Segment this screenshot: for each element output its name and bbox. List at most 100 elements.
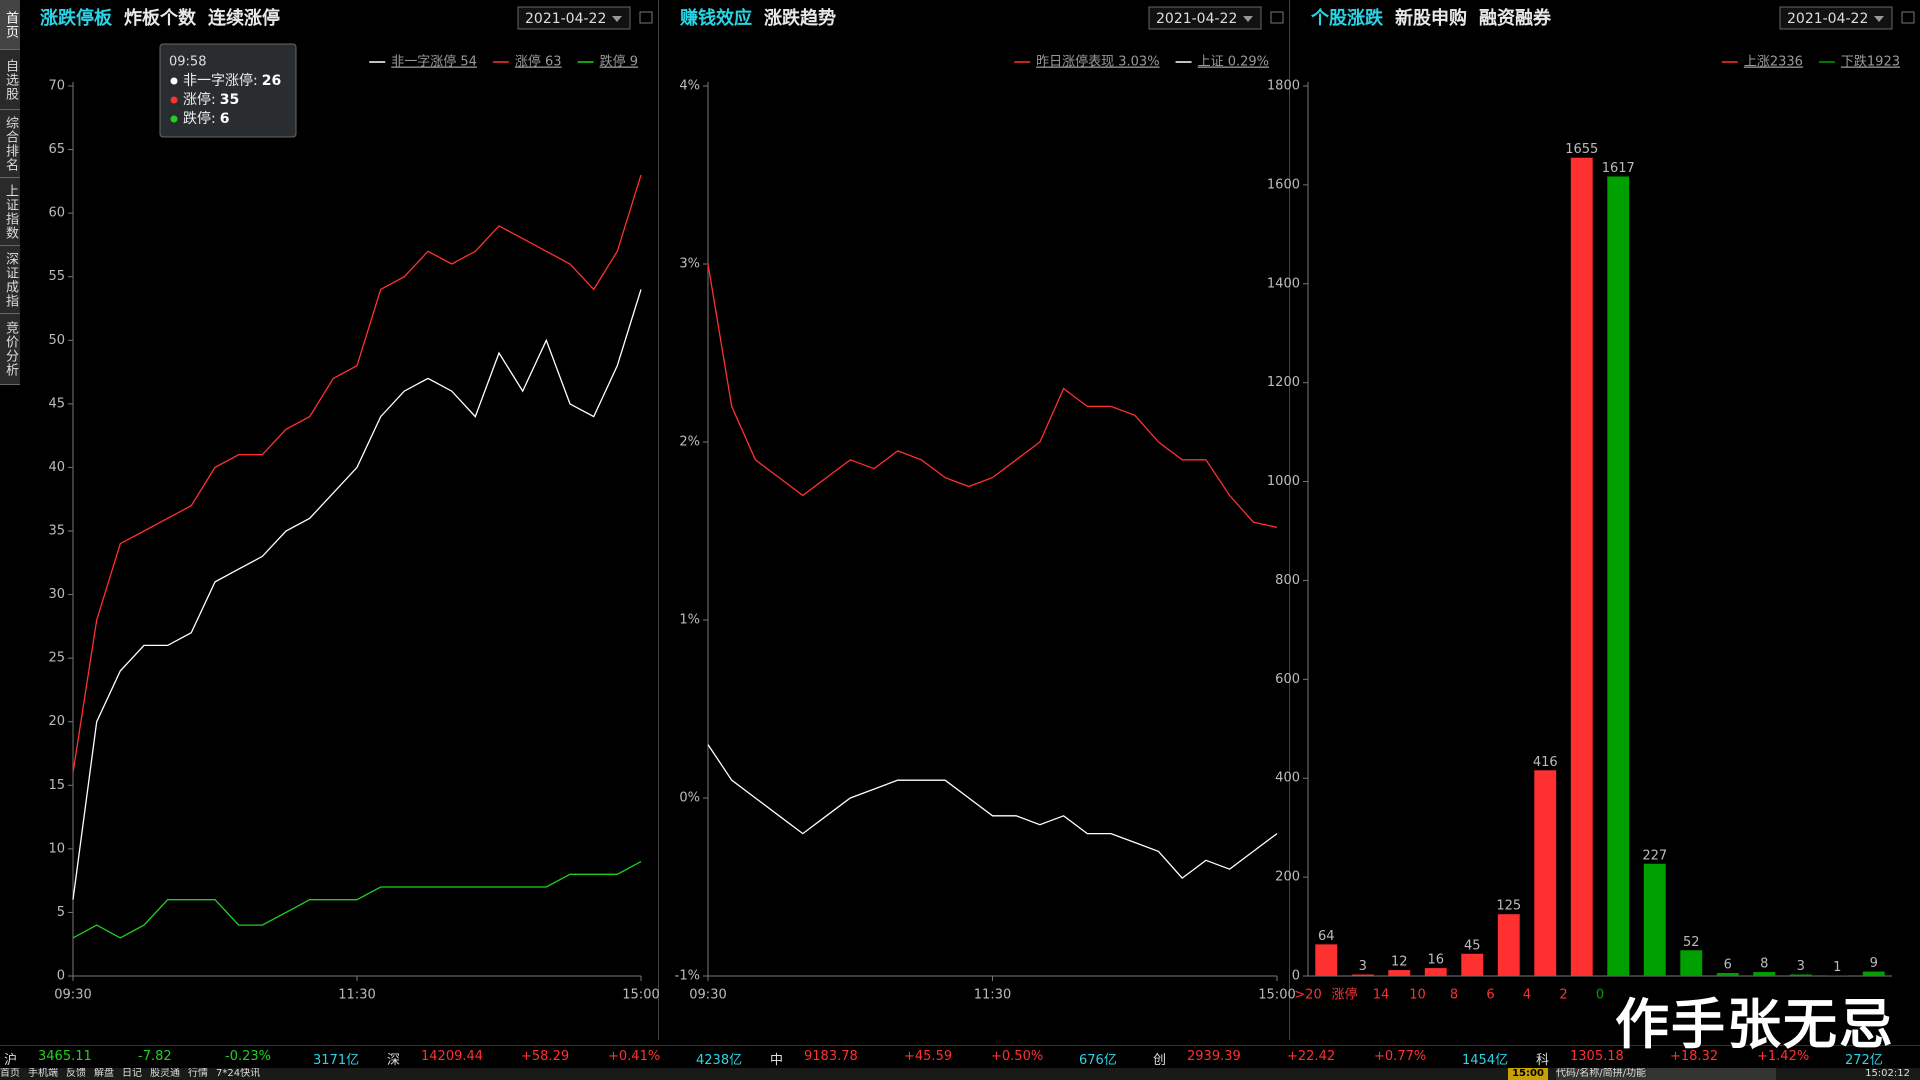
y-tick-label: 5 <box>57 905 65 920</box>
bar-value-label: 9 <box>1870 956 1878 971</box>
ticker-name: 创 <box>1153 1053 1167 1068</box>
y-tick-label: 50 <box>48 333 65 348</box>
bar <box>1753 972 1776 976</box>
panel-tab[interactable]: 赚钱效应 <box>679 7 752 29</box>
panel-tab[interactable]: 新股申购 <box>1395 7 1467 29</box>
y-tick-label: 10 <box>48 841 65 856</box>
y-tick-label: 45 <box>48 396 65 411</box>
tooltip-label: 涨停: <box>183 91 216 108</box>
y-tick-label: 1400 <box>1267 276 1300 291</box>
status-item[interactable]: 首页 <box>0 1068 20 1079</box>
bar <box>1607 176 1630 976</box>
tooltip-box <box>159 43 297 138</box>
x-tick-label: 8 <box>1450 988 1458 1003</box>
series-line <box>72 289 642 900</box>
ticker-amount: 1454亿 <box>1462 1053 1509 1068</box>
y-tick-label: 20 <box>48 714 65 729</box>
status-item[interactable]: 7*24快讯 <box>216 1068 261 1079</box>
clock: 15:02:12 <box>1865 1068 1910 1079</box>
x-tick-label: 10 <box>1409 988 1426 1003</box>
y-tick-label: 30 <box>48 587 65 602</box>
status-item[interactable]: 反馈 <box>66 1068 86 1079</box>
y-tick-label: 25 <box>48 651 65 666</box>
y-tick-label: 65 <box>48 142 65 157</box>
tooltip-label: 跌停: <box>183 110 216 127</box>
panel-icon <box>1901 11 1915 24</box>
panel-tab[interactable]: 炸板个数 <box>124 7 197 29</box>
panel-tab[interactable]: 涨跌趋势 <box>764 7 836 29</box>
bar <box>1461 953 1484 976</box>
x-tick-label: 11:30 <box>338 988 375 1003</box>
y-tick-label: 1800 <box>1267 79 1300 94</box>
status-item[interactable]: 日记 <box>122 1068 142 1079</box>
y-tick-label: 1% <box>679 613 700 628</box>
bar <box>1862 971 1885 976</box>
tooltip-value: 35 <box>220 92 239 108</box>
status-item[interactable]: 行情 <box>188 1068 208 1079</box>
sidebar-tab[interactable]: 上证指数 <box>0 178 20 246</box>
y-tick-label: 1000 <box>1267 474 1300 489</box>
y-tick-label: 3% <box>679 257 700 272</box>
ticker-change: +45.59 <box>904 1049 953 1064</box>
legend-label: 上证 0.29% <box>1198 55 1269 70</box>
ticker-price: 14209.44 <box>421 1049 484 1064</box>
y-tick-label: 4% <box>679 79 700 94</box>
x-tick-label: 14 <box>1373 988 1390 1003</box>
status-item[interactable]: 解盘 <box>94 1068 114 1079</box>
date-dropdown[interactable] <box>517 6 631 30</box>
panel-tab[interactable]: 涨跌停板 <box>40 7 113 29</box>
ticker-pct: +1.42% <box>1757 1049 1810 1064</box>
bar <box>1497 914 1520 976</box>
ticker-group: 中 9183.78 +45.59 +0.50% 676亿 <box>766 1046 1149 1068</box>
sidebar-tab[interactable]: 自选股 <box>0 50 20 110</box>
index-ticker: 沪 3465.11 -7.82 -0.23% 3171亿 深 14209.44 +58.29 +… <box>0 1045 1920 1068</box>
bar <box>1351 974 1374 976</box>
panel-tab[interactable]: 连续涨停 <box>208 7 280 29</box>
tooltip-value: 26 <box>262 73 281 89</box>
date-text: 2021-04-22 <box>1156 11 1237 27</box>
ticker-price: 2939.39 <box>1187 1049 1241 1064</box>
charts: 涨跌停板 炸板个数 连续涨停 2021-04-22 赚钱效应 涨跌趋势 2021-04-22… <box>40 0 1915 1040</box>
ticker-group: 沪 3465.11 -7.82 -0.23% 3171亿 <box>0 1046 383 1068</box>
ticker-pct: +0.50% <box>991 1049 1044 1064</box>
legend-label: 下跌1923 <box>1841 54 1900 70</box>
series-line <box>707 744 1278 879</box>
x-tick-label: 涨停 <box>1331 987 1357 1003</box>
y-tick-label: 15 <box>48 778 65 793</box>
date-text: 2021-04-22 <box>1787 11 1868 27</box>
x-tick-label: 15:00 <box>1258 988 1295 1003</box>
search-box[interactable]: 代码/名称/简拼/功能 <box>1555 1068 1776 1080</box>
x-tick-label: 2 <box>1559 988 1567 1003</box>
sidebar-tab[interactable]: 综合排名 <box>0 110 20 178</box>
sidebar-tab[interactable]: 首页 <box>0 0 20 50</box>
date-dropdown[interactable] <box>1148 6 1262 30</box>
status-item[interactable]: 手机端 <box>28 1068 58 1079</box>
y-tick-label: 40 <box>48 460 65 475</box>
sidebar-tab[interactable]: 竞价分析 <box>0 314 20 385</box>
x-tick-label: 09:30 <box>689 988 726 1003</box>
date-dropdown[interactable] <box>1779 6 1893 30</box>
bar-value-label: 1617 <box>1602 161 1635 176</box>
panel-tab[interactable]: 个股涨跌 <box>1310 7 1384 29</box>
y-tick-label: 0% <box>679 791 700 806</box>
bar <box>1424 968 1447 976</box>
ticker-price: 3465.11 <box>38 1049 92 1064</box>
tooltip-dot <box>170 96 178 104</box>
legend-label: 上涨2336 <box>1744 55 1803 70</box>
y-tick-label: 2% <box>679 435 700 450</box>
panel-tab[interactable]: 融资融券 <box>1479 7 1552 29</box>
x-tick-label: 0 <box>1596 988 1604 1003</box>
x-tick-label: 11:30 <box>974 988 1011 1003</box>
bar-value-label: 45 <box>1464 938 1481 953</box>
ticker-name: 科 <box>1536 1053 1550 1068</box>
ticker-amount: 4238亿 <box>696 1053 743 1068</box>
sidebar: 首页 自选股 综合排名 上证指数 深证成指 竞价分析 <box>0 0 20 385</box>
y-tick-label: 70 <box>48 79 65 94</box>
ticker-amount: 676亿 <box>1079 1053 1117 1068</box>
y-tick-label: 0 <box>57 969 65 984</box>
bar-value-label: 227 <box>1642 848 1667 863</box>
status-time: 15:00 <box>1508 1068 1548 1080</box>
status-item[interactable]: 股灵通 <box>150 1068 180 1079</box>
sidebar-tab[interactable]: 深证成指 <box>0 246 20 314</box>
x-tick-label: 15:00 <box>622 988 659 1003</box>
